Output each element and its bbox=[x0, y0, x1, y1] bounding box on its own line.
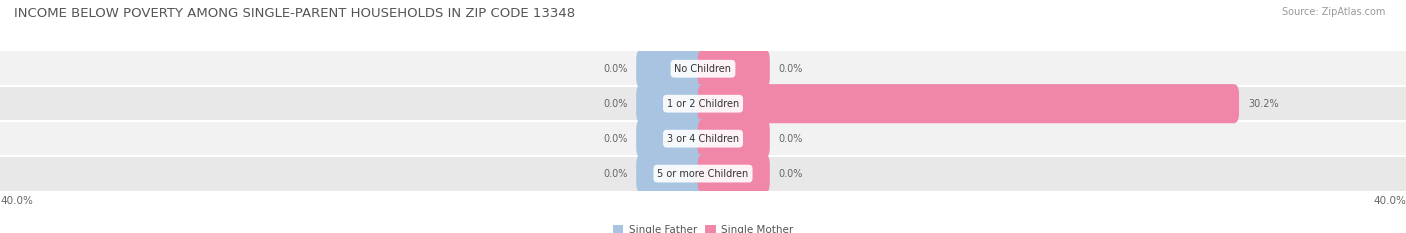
FancyBboxPatch shape bbox=[697, 119, 770, 158]
FancyBboxPatch shape bbox=[697, 84, 1239, 123]
Text: 0.0%: 0.0% bbox=[779, 169, 803, 178]
Text: 5 or more Children: 5 or more Children bbox=[658, 169, 748, 178]
Legend: Single Father, Single Mother: Single Father, Single Mother bbox=[609, 221, 797, 233]
Text: 30.2%: 30.2% bbox=[1249, 99, 1278, 109]
FancyBboxPatch shape bbox=[637, 154, 709, 193]
Bar bbox=[0, 51, 1406, 86]
Text: 0.0%: 0.0% bbox=[603, 169, 627, 178]
FancyBboxPatch shape bbox=[697, 154, 770, 193]
Text: 0.0%: 0.0% bbox=[603, 64, 627, 74]
Bar bbox=[0, 156, 1406, 191]
Text: No Children: No Children bbox=[675, 64, 731, 74]
Bar bbox=[0, 121, 1406, 156]
FancyBboxPatch shape bbox=[637, 119, 709, 158]
FancyBboxPatch shape bbox=[637, 49, 709, 88]
Text: 40.0%: 40.0% bbox=[0, 196, 32, 206]
Bar bbox=[0, 86, 1406, 121]
Text: 40.0%: 40.0% bbox=[1374, 196, 1406, 206]
Text: 0.0%: 0.0% bbox=[603, 134, 627, 144]
FancyBboxPatch shape bbox=[697, 49, 770, 88]
Text: 1 or 2 Children: 1 or 2 Children bbox=[666, 99, 740, 109]
FancyBboxPatch shape bbox=[637, 84, 709, 123]
Text: 0.0%: 0.0% bbox=[779, 134, 803, 144]
Text: 3 or 4 Children: 3 or 4 Children bbox=[666, 134, 740, 144]
Text: 0.0%: 0.0% bbox=[603, 99, 627, 109]
Text: Source: ZipAtlas.com: Source: ZipAtlas.com bbox=[1281, 7, 1385, 17]
Text: INCOME BELOW POVERTY AMONG SINGLE-PARENT HOUSEHOLDS IN ZIP CODE 13348: INCOME BELOW POVERTY AMONG SINGLE-PARENT… bbox=[14, 7, 575, 20]
Text: 0.0%: 0.0% bbox=[779, 64, 803, 74]
